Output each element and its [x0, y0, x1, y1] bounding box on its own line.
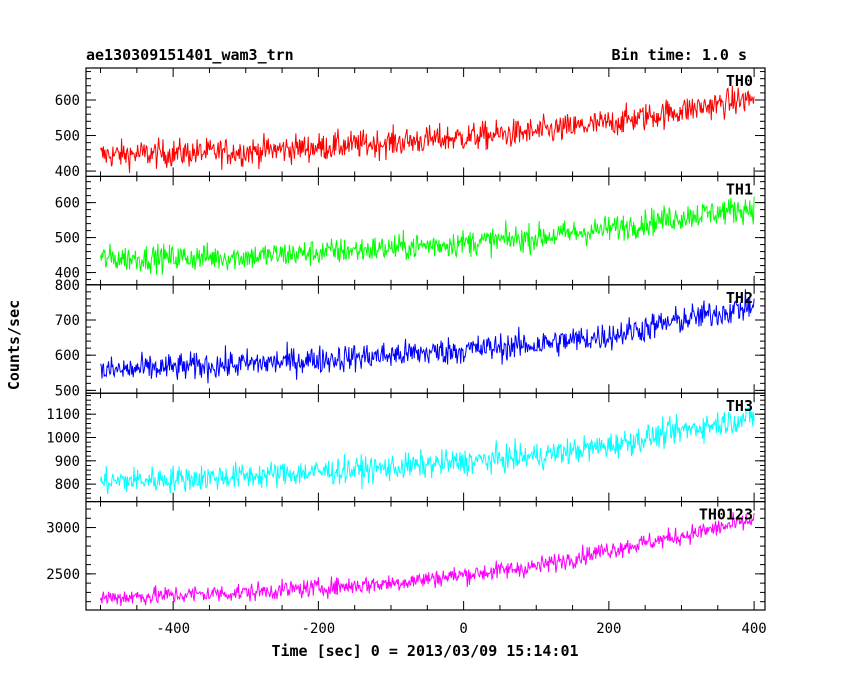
series-line-th1: [100, 196, 755, 275]
y-tick-label: 800: [55, 477, 80, 493]
panel-frame: [85, 392, 766, 503]
panel-th0: 400 500 600 TH0: [55, 67, 766, 180]
x-tick-label: -200: [302, 621, 336, 637]
y-axis-label: Counts/sec: [5, 300, 23, 390]
y-tick-label: 500: [55, 129, 80, 145]
y-tick-label: 1100: [46, 407, 80, 423]
y-tick-label: 800: [55, 278, 80, 294]
series-line-th2: [100, 289, 755, 384]
panel-th1: 400 500 600 TH1: [55, 175, 766, 286]
y-tick-label: 1000: [46, 430, 80, 446]
series-name-label: TH0: [726, 72, 753, 90]
panels-group: 400 500 600 TH0 400 500 600 TH1 500 600 700 800 TH2 8…: [46, 67, 767, 637]
panel-th3: 800 900 1000 1100 TH3: [46, 392, 766, 503]
bin-time-label: Bin time: 1.0 s: [612, 46, 747, 64]
y-tick-label: 500: [55, 231, 80, 247]
x-tick-label: 200: [596, 621, 621, 637]
series-name-label: TH1: [726, 180, 753, 198]
series-line-th0: [100, 85, 755, 173]
panel-frame: [85, 67, 766, 178]
y-tick-label: 3000: [46, 521, 80, 537]
y-tick-label: 700: [55, 313, 80, 329]
series-line-th3: [100, 406, 755, 495]
chart-title: ae130309151401_wam3_trn: [86, 46, 294, 64]
panel-th2: 500 600 700 800 TH2: [55, 278, 766, 399]
panel-frame: [85, 175, 766, 286]
y-tick-label: 600: [55, 348, 80, 364]
y-tick-label: 2500: [46, 567, 80, 583]
series-line-th0123: [100, 512, 755, 607]
series-name-label: TH0123: [699, 506, 753, 524]
y-tick-label: 900: [55, 454, 80, 470]
y-tick-label: 400: [55, 266, 80, 282]
series-name-label: TH3: [726, 397, 753, 415]
y-tick-label: 600: [55, 196, 80, 212]
panel-th0123: 2500 3000 TH0123: [46, 501, 766, 611]
x-tick-label: 0: [459, 621, 467, 637]
y-tick-label: 500: [55, 383, 80, 399]
x-axis-label: Time [sec] 0 = 2013/03/09 15:14:01: [271, 642, 578, 660]
series-name-label: TH2: [726, 289, 753, 307]
y-tick-label: 400: [55, 164, 80, 180]
x-tick-label: -400: [156, 621, 190, 637]
y-tick-label: 600: [55, 93, 80, 109]
panel-frame: [85, 284, 766, 394]
x-tick-label: 400: [741, 621, 766, 637]
